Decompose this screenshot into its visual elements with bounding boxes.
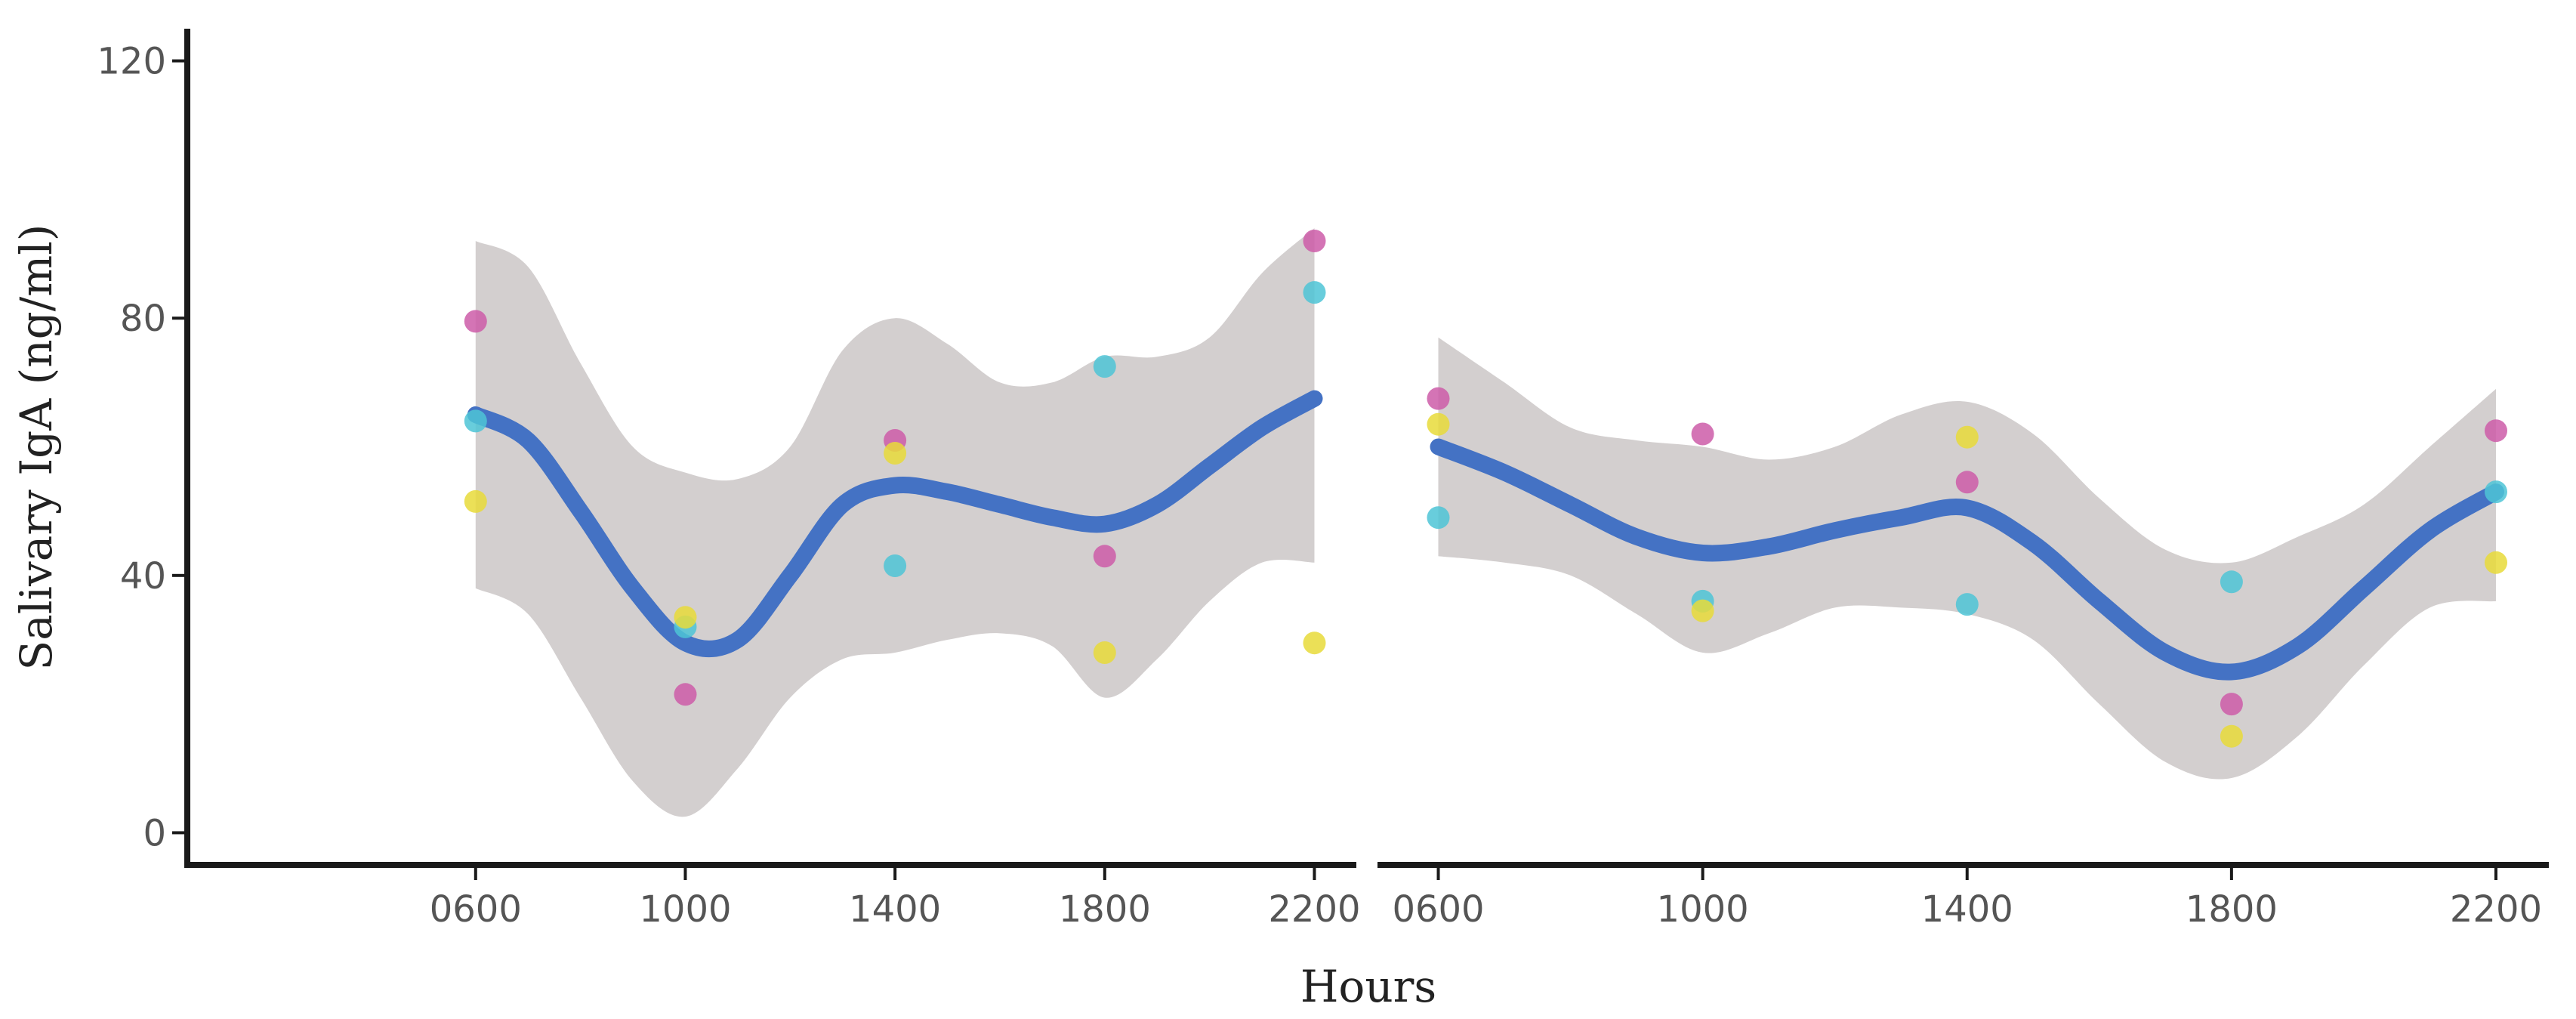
x-tick-label-right-3: 1800 xyxy=(2186,888,2278,931)
y-tick-label-2: 80 xyxy=(120,298,166,340)
data-point-left-s2-p2 xyxy=(884,442,907,465)
panel-right: 0600 1000 1400 1800 2200 xyxy=(1377,337,2549,931)
smooth-line-left xyxy=(467,390,1323,658)
data-point-left-s0-p4 xyxy=(1303,230,1326,252)
data-point-right-s0-p0 xyxy=(1427,387,1450,410)
data-point-right-s2-p1 xyxy=(1691,599,1714,622)
data-point-left-s0-p3 xyxy=(1093,545,1116,568)
data-point-right-s1-p4 xyxy=(2485,480,2507,504)
data-point-right-s0-p3 xyxy=(2220,693,2243,716)
x-tick-label-left-2: 1400 xyxy=(849,888,941,931)
x-tick-label-right-2: 1400 xyxy=(1921,888,2013,931)
x-axis-ticks-left: 0600 1000 1400 1800 2200 xyxy=(430,868,1361,931)
x-tick-label-right-1: 1000 xyxy=(1657,888,1749,931)
smooth-line-right xyxy=(1430,438,2504,681)
data-point-left-s1-p4 xyxy=(1303,281,1326,304)
data-point-left-s0-p1 xyxy=(674,683,697,706)
data-point-left-s1-p0 xyxy=(464,409,487,433)
data-point-right-s2-p3 xyxy=(2220,724,2243,748)
data-point-left-s2-p1 xyxy=(674,606,697,629)
confidence-band-right xyxy=(1438,337,2496,780)
x-tick-label-left-3: 1800 xyxy=(1059,888,1151,931)
x-tick-label-right-4: 2200 xyxy=(2450,888,2542,931)
panel-left: 0 40 80 120 0600 1000 1400 1800 2200 xyxy=(97,29,1361,931)
data-point-left-s2-p0 xyxy=(464,489,487,513)
y-tick-label-0: 0 xyxy=(143,812,166,854)
y-tick-label-1: 40 xyxy=(120,555,166,598)
x-tick-label-left-1: 1000 xyxy=(639,888,731,931)
x-axis-ticks-right: 0600 1000 1400 1800 2200 xyxy=(1392,868,2542,931)
x-tick-label-right-0: 0600 xyxy=(1392,888,1484,931)
points-left xyxy=(464,230,1326,706)
data-point-left-s2-p3 xyxy=(1093,641,1116,664)
data-point-left-s2-p4 xyxy=(1303,631,1326,655)
data-point-left-s1-p3 xyxy=(1093,355,1116,378)
y-tick-label-3: 120 xyxy=(97,41,166,83)
y-axis-title: Salivary IgA (ng/ml) xyxy=(11,224,62,671)
data-point-right-s1-p2 xyxy=(1955,593,1979,616)
data-point-right-s0-p4 xyxy=(2485,419,2507,443)
data-point-right-s2-p2 xyxy=(1955,425,1979,449)
confidence-band-left xyxy=(475,228,1315,817)
x-tick-label-left-0: 0600 xyxy=(430,888,522,931)
data-point-left-s1-p2 xyxy=(884,554,907,577)
data-point-right-s1-p3 xyxy=(2220,570,2243,594)
data-point-right-s0-p1 xyxy=(1691,422,1714,446)
x-tick-label-left-4: 2200 xyxy=(1268,888,1360,931)
data-point-right-s2-p0 xyxy=(1427,412,1450,436)
y-axis-ticks: 0 40 80 120 xyxy=(97,41,184,854)
data-point-left-s0-p0 xyxy=(464,310,487,333)
data-point-right-s2-p4 xyxy=(2485,551,2507,574)
points-right xyxy=(1427,387,2507,748)
data-point-right-s1-p0 xyxy=(1427,506,1450,530)
data-point-right-s0-p2 xyxy=(1955,471,1979,494)
x-axis-title: Hours xyxy=(1300,961,1436,1012)
